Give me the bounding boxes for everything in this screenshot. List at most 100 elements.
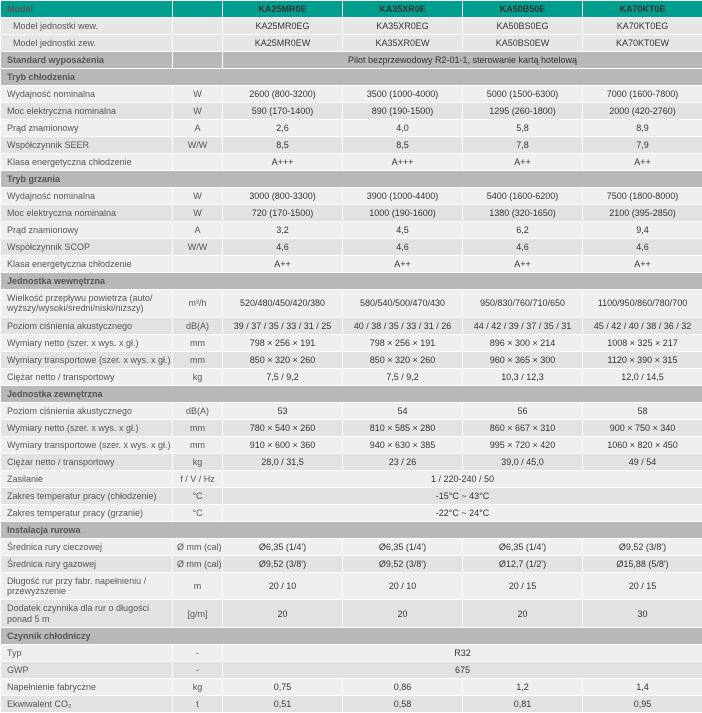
s0-r3-v3: 7,9: [583, 137, 702, 154]
s2-r2-label: Wymiary netto (szer. x wys. x gł.): [1, 334, 173, 351]
s1-r0-v2: 5400 (1600-6200): [463, 188, 583, 205]
s5-r1-span: 675: [223, 662, 702, 679]
s3-r0-v2: 56: [463, 402, 583, 419]
s3-r6-span: -22°C ~ 24°C: [223, 504, 702, 521]
s0-r0-v1: 3500 (1000-4000): [343, 86, 463, 103]
s0-r3-v0: 8,5: [223, 137, 343, 154]
s5-r2-v0: 0,75: [223, 679, 343, 696]
s2-r2-v1: 798 × 256 × 191: [343, 334, 463, 351]
s1-r1-v1: 1000 (190-1600): [343, 205, 463, 222]
s5-r0-label: Typ: [1, 645, 173, 662]
s3-r5-unit: °C: [173, 487, 223, 504]
header-product-1: KA35XR0E: [343, 1, 463, 18]
s5-r3-unit: t: [173, 696, 223, 713]
header-product-0: KA25MR0E: [223, 1, 343, 18]
s2-r4-v3: 12,0 / 14,5: [583, 368, 702, 385]
s1-r0-label: Wydajność nominalna: [1, 188, 173, 205]
s2-r3-v3: 1120 × 390 × 315: [583, 351, 702, 368]
s2-r2-v2: 896 × 300 × 214: [463, 334, 583, 351]
s0-r1-v3: 2000 (420-2760): [583, 103, 702, 120]
s2-r2-unit: mm: [173, 334, 223, 351]
s1-r4-v1: A++: [343, 256, 463, 273]
subrow-unit-0: [173, 18, 223, 35]
s1-r2-v2: 6,2: [463, 222, 583, 239]
s4-r3-v1: 20: [343, 600, 463, 628]
section-title-4: Instalacja rurowa: [1, 521, 702, 538]
section-title-5: Czynnik chłodniczy: [1, 628, 702, 645]
s5-r2-label: Napełnienie fabryczne: [1, 679, 173, 696]
s3-r0-v0: 53: [223, 402, 343, 419]
subrow-unit-1: [173, 35, 223, 52]
s2-r0-unit: m³/h: [173, 290, 223, 318]
s1-r4-v2: A++: [463, 256, 583, 273]
s0-r1-v2: 1295 (260-1800): [463, 103, 583, 120]
s3-r1-v0: 780 × 540 × 260: [223, 419, 343, 436]
s1-r2-unit: A: [173, 222, 223, 239]
s0-r4-v2: A++: [463, 154, 583, 171]
subrow-1-val-0: KA25MR0EW: [223, 35, 343, 52]
s5-r3-v0: 0,51: [223, 696, 343, 713]
s1-r1-v0: 720 (170-1500): [223, 205, 343, 222]
s3-r2-unit: mm: [173, 436, 223, 453]
s0-r1-label: Moc elektryczna nominalna: [1, 103, 173, 120]
s2-r0-v2: 950/830/760/710/650: [463, 290, 583, 318]
s2-r4-v0: 7,5 / 9,2: [223, 368, 343, 385]
header-product-2: KA50B50E: [463, 1, 583, 18]
s4-r2-label: Długość rur przy fabr. napełnieniu / prz…: [1, 572, 173, 600]
s1-r2-v3: 9,4: [583, 222, 702, 239]
s4-r2-v3: 20 / 15: [583, 572, 702, 600]
subrow-1-val-1: KA35XR0EW: [343, 35, 463, 52]
s4-r2-v1: 20 / 10: [343, 572, 463, 600]
s0-r4-v1: A+++: [343, 154, 463, 171]
s0-r3-label: Współczynnik SEER: [1, 137, 173, 154]
section-title-0: Tryb chłodzenia: [1, 69, 702, 86]
s2-r4-v2: 10,3 / 12,3: [463, 368, 583, 385]
standard-value: Pilot bezprzewodowy R2-01-1, sterowanie …: [223, 52, 702, 69]
s1-r0-unit: W: [173, 188, 223, 205]
s3-r2-v0: 910 × 600 × 360: [223, 436, 343, 453]
s3-r6-label: Zakres temperatur pracy (grzanie): [1, 504, 173, 521]
s0-r4-v3: A++: [583, 154, 702, 171]
s5-r2-v3: 1,4: [583, 679, 702, 696]
s4-r0-v2: Ø6,35 (1/4'): [463, 538, 583, 555]
s4-r3-v0: 20: [223, 600, 343, 628]
s1-r0-v0: 3000 (800-3300): [223, 188, 343, 205]
s0-r0-v3: 7000 (1600-7800): [583, 86, 702, 103]
s3-r3-label: Ciężar netto / transportowy: [1, 453, 173, 470]
s3-r3-v3: 49 / 54: [583, 453, 702, 470]
s2-r3-v1: 850 × 320 × 260: [343, 351, 463, 368]
s2-r0-v1: 580/540/500/470/430: [343, 290, 463, 318]
s5-r2-v2: 1,2: [463, 679, 583, 696]
s1-r1-unit: W: [173, 205, 223, 222]
s0-r2-v1: 4,0: [343, 120, 463, 137]
s0-r0-v0: 2600 (800-3200): [223, 86, 343, 103]
s5-r3-v1: 0,58: [343, 696, 463, 713]
s3-r4-unit: f / V / Hz: [173, 470, 223, 487]
s1-r4-v0: A++: [223, 256, 343, 273]
s0-r0-label: Wydajność nominalna: [1, 86, 173, 103]
s2-r3-v2: 960 × 365 × 300: [463, 351, 583, 368]
s0-r4-label: Klasa energetyczna chłodzenie: [1, 154, 173, 171]
s5-r3-v3: 0,95: [583, 696, 702, 713]
s1-r4-unit: [173, 256, 223, 273]
s1-r4-label: Klasa energetyczna chłodzenie: [1, 256, 173, 273]
s1-r3-v0: 4,6: [223, 239, 343, 256]
section-title-2: Jednostka wewnętrzna: [1, 273, 702, 290]
s3-r3-v1: 23 / 26: [343, 453, 463, 470]
s0-r1-v0: 590 (170-1400): [223, 103, 343, 120]
s5-r1-unit: -: [173, 662, 223, 679]
spec-table: ModelKA25MR0EKA35XR0EKA50B50EKA70KT0EMod…: [0, 0, 702, 713]
s5-r3-label: Ekwiwalent CO₂: [1, 696, 173, 713]
s0-r3-v2: 7,8: [463, 137, 583, 154]
s4-r1-v2: Ø12,7 (1/2'): [463, 555, 583, 572]
s0-r2-label: Prąd znamionowy: [1, 120, 173, 137]
s4-r1-v1: Ø9,52 (3/8'): [343, 555, 463, 572]
s3-r6-unit: °C: [173, 504, 223, 521]
s2-r4-unit: kg: [173, 368, 223, 385]
s0-r0-unit: W: [173, 86, 223, 103]
section-title-1: Tryb grzania: [1, 171, 702, 188]
s3-r0-v3: 58: [583, 402, 702, 419]
s4-r3-v2: 20: [463, 600, 583, 628]
s5-r3-v2: 0,81: [463, 696, 583, 713]
s1-r2-v1: 4,5: [343, 222, 463, 239]
